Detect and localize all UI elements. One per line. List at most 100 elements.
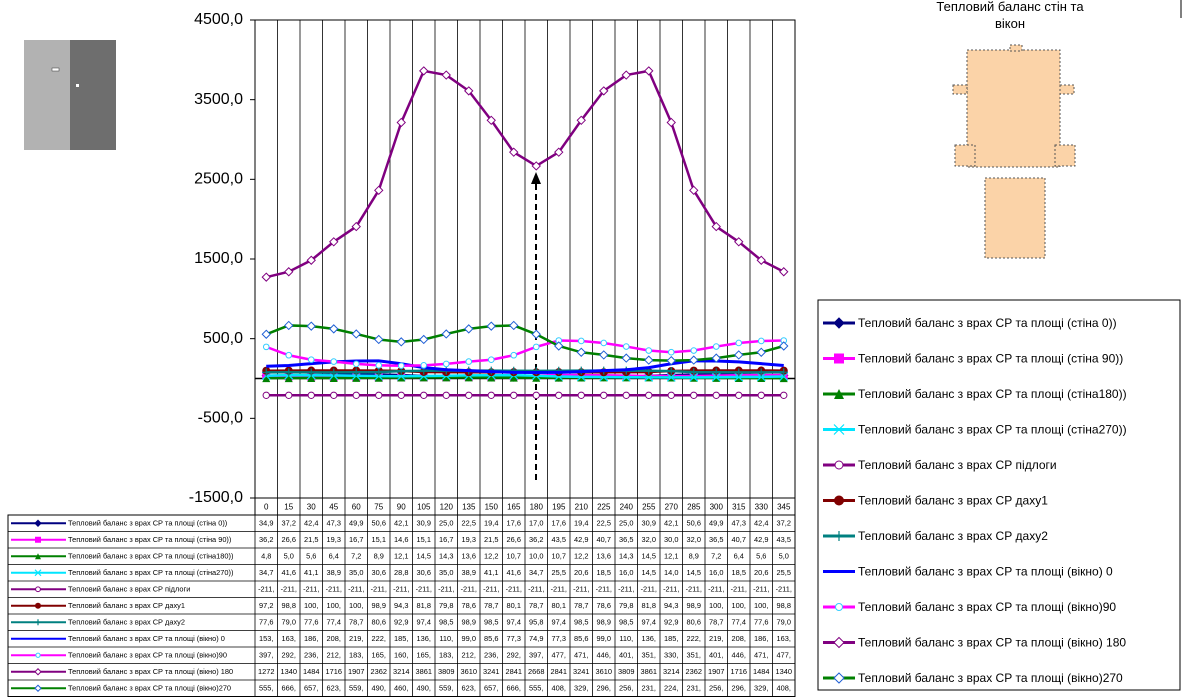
table-cell: 10,0	[529, 552, 543, 561]
table-cell: 78,7	[709, 618, 723, 627]
table-cell: 490,	[372, 684, 386, 693]
table-cell: 30,6	[417, 568, 431, 577]
table-cell: 34,7	[529, 568, 543, 577]
table-cell: 94,3	[394, 601, 408, 610]
table-cell: 555,	[259, 684, 273, 693]
legend-label: Тепловий баланс з врах СР та площі (стін…	[858, 316, 1117, 330]
marker	[466, 359, 472, 365]
table-cell: -211,	[393, 585, 409, 594]
marker	[736, 340, 742, 346]
table-cell: 49,9	[349, 519, 363, 528]
legend-item: Тепловий баланс з врах СР та площі (стін…	[823, 316, 1117, 330]
table-cell: 95,8	[529, 618, 543, 627]
marker	[465, 325, 473, 333]
marker	[758, 392, 764, 398]
x-tick-label: 90	[397, 503, 406, 512]
marker	[397, 118, 405, 126]
x-tick-label: 285	[687, 503, 701, 512]
y-tick-label: 4500,0	[194, 11, 243, 28]
building-annex	[985, 178, 1045, 258]
table-cell: 36,2	[259, 535, 273, 544]
legend-item: Тепловий баланс з врах СР та площі (вікн…	[823, 565, 1113, 579]
legend-label: Тепловий баланс з врах СР та площі (вікн…	[858, 671, 1123, 685]
marker	[668, 349, 674, 355]
table-cell: 401,	[619, 651, 633, 660]
table-cell: 1907	[348, 667, 364, 676]
table-cell: 49,9	[709, 519, 723, 528]
table-cell: 163,	[282, 634, 296, 643]
table-cell: -211,	[506, 585, 522, 594]
table-cell: 14,6	[394, 535, 408, 544]
legend-label: Тепловий баланс з врах СР даху1	[858, 494, 1048, 508]
x-tick-label: 240	[620, 503, 634, 512]
marker	[510, 321, 518, 329]
x-tick-label: 30	[307, 503, 316, 512]
table-cell: 559,	[349, 684, 363, 693]
table-cell: 47,3	[732, 519, 746, 528]
table-cell: 7,2	[351, 552, 361, 561]
table-cell: 666,	[507, 684, 521, 693]
table-cell: 42,4	[754, 519, 768, 528]
table-cell: -211,	[371, 585, 387, 594]
table-cell: 559,	[439, 684, 453, 693]
table-cell: 408,	[552, 684, 566, 693]
table-cell: 16,7	[439, 535, 453, 544]
marker	[757, 348, 765, 356]
table-cell: 100,	[754, 601, 768, 610]
table-cell: -211,	[753, 585, 769, 594]
table-cell: 19,4	[484, 519, 498, 528]
table-cell: 208,	[327, 634, 341, 643]
table-cell: 100,	[732, 601, 746, 610]
marker	[35, 537, 41, 543]
y-tick-label: 1500,0	[194, 250, 243, 267]
table-cell: 397,	[259, 651, 273, 660]
legend-label: Тепловий баланс з врах СР та площі (вікн…	[858, 600, 1116, 614]
table-cell: 666,	[282, 684, 296, 693]
table-cell: -211,	[708, 585, 724, 594]
table-cell: 1484	[303, 667, 319, 676]
table-cell: 256,	[619, 684, 633, 693]
marker	[735, 351, 743, 359]
table-row-label: Тепловий баланс з врах СР даху1	[68, 601, 185, 610]
marker	[262, 330, 270, 338]
legend-label: Тепловий баланс з врах СР та площі (стін…	[858, 423, 1127, 437]
table-cell: 5,0	[779, 552, 789, 561]
table-cell: -211,	[483, 585, 499, 594]
table-cell: 100,	[709, 601, 723, 610]
table-cell: 100,	[349, 601, 363, 610]
door-handle	[52, 68, 59, 71]
table-cell: 22,5	[462, 519, 476, 528]
marker	[623, 344, 629, 350]
marker	[601, 392, 607, 398]
table-cell: 94,3	[664, 601, 678, 610]
table-cell: 330,	[664, 651, 678, 660]
legend-item: Тепловий баланс з врах СР та площі (стін…	[823, 352, 1123, 366]
table-cell: 80,1	[552, 601, 566, 610]
table-cell: 36,5	[709, 535, 723, 544]
table-cell: 401,	[709, 651, 723, 660]
table-cell: -211,	[776, 585, 792, 594]
marker	[286, 352, 292, 358]
marker	[35, 669, 41, 675]
marker	[691, 348, 697, 354]
table-cell: 77,6	[304, 618, 318, 627]
table-cell: 41,6	[282, 568, 296, 577]
table-row-label: Тепловий баланс з врах СР та площі (вікн…	[68, 667, 233, 676]
door-right	[70, 40, 116, 150]
table-row: Тепловий баланс з врах СР даху277,679,07…	[11, 618, 791, 627]
table-row: Тепловий баланс з врах СР та площі (стін…	[11, 568, 791, 577]
legend-label: Тепловий баланс з врах СР та площі (вікн…	[858, 636, 1126, 650]
table-row-label: Тепловий баланс з врах СР та площі (стін…	[68, 552, 233, 561]
marker	[780, 342, 788, 350]
table-cell: 446,	[732, 651, 746, 660]
y-tick-label: -1500,0	[189, 489, 243, 506]
legend-label: Тепловий баланс з врах СР та площі (стін…	[858, 387, 1127, 401]
table-cell: 397,	[529, 651, 543, 660]
table-cell: 16,7	[349, 535, 363, 544]
marker	[421, 392, 427, 398]
table-cell: 4,8	[261, 552, 271, 561]
legend-item: Тепловий баланс з врах СР та площі (вікн…	[823, 600, 1116, 614]
table-cell: 2362	[371, 667, 387, 676]
x-tick-label: 150	[485, 503, 499, 512]
table-cell: 222,	[372, 634, 386, 643]
